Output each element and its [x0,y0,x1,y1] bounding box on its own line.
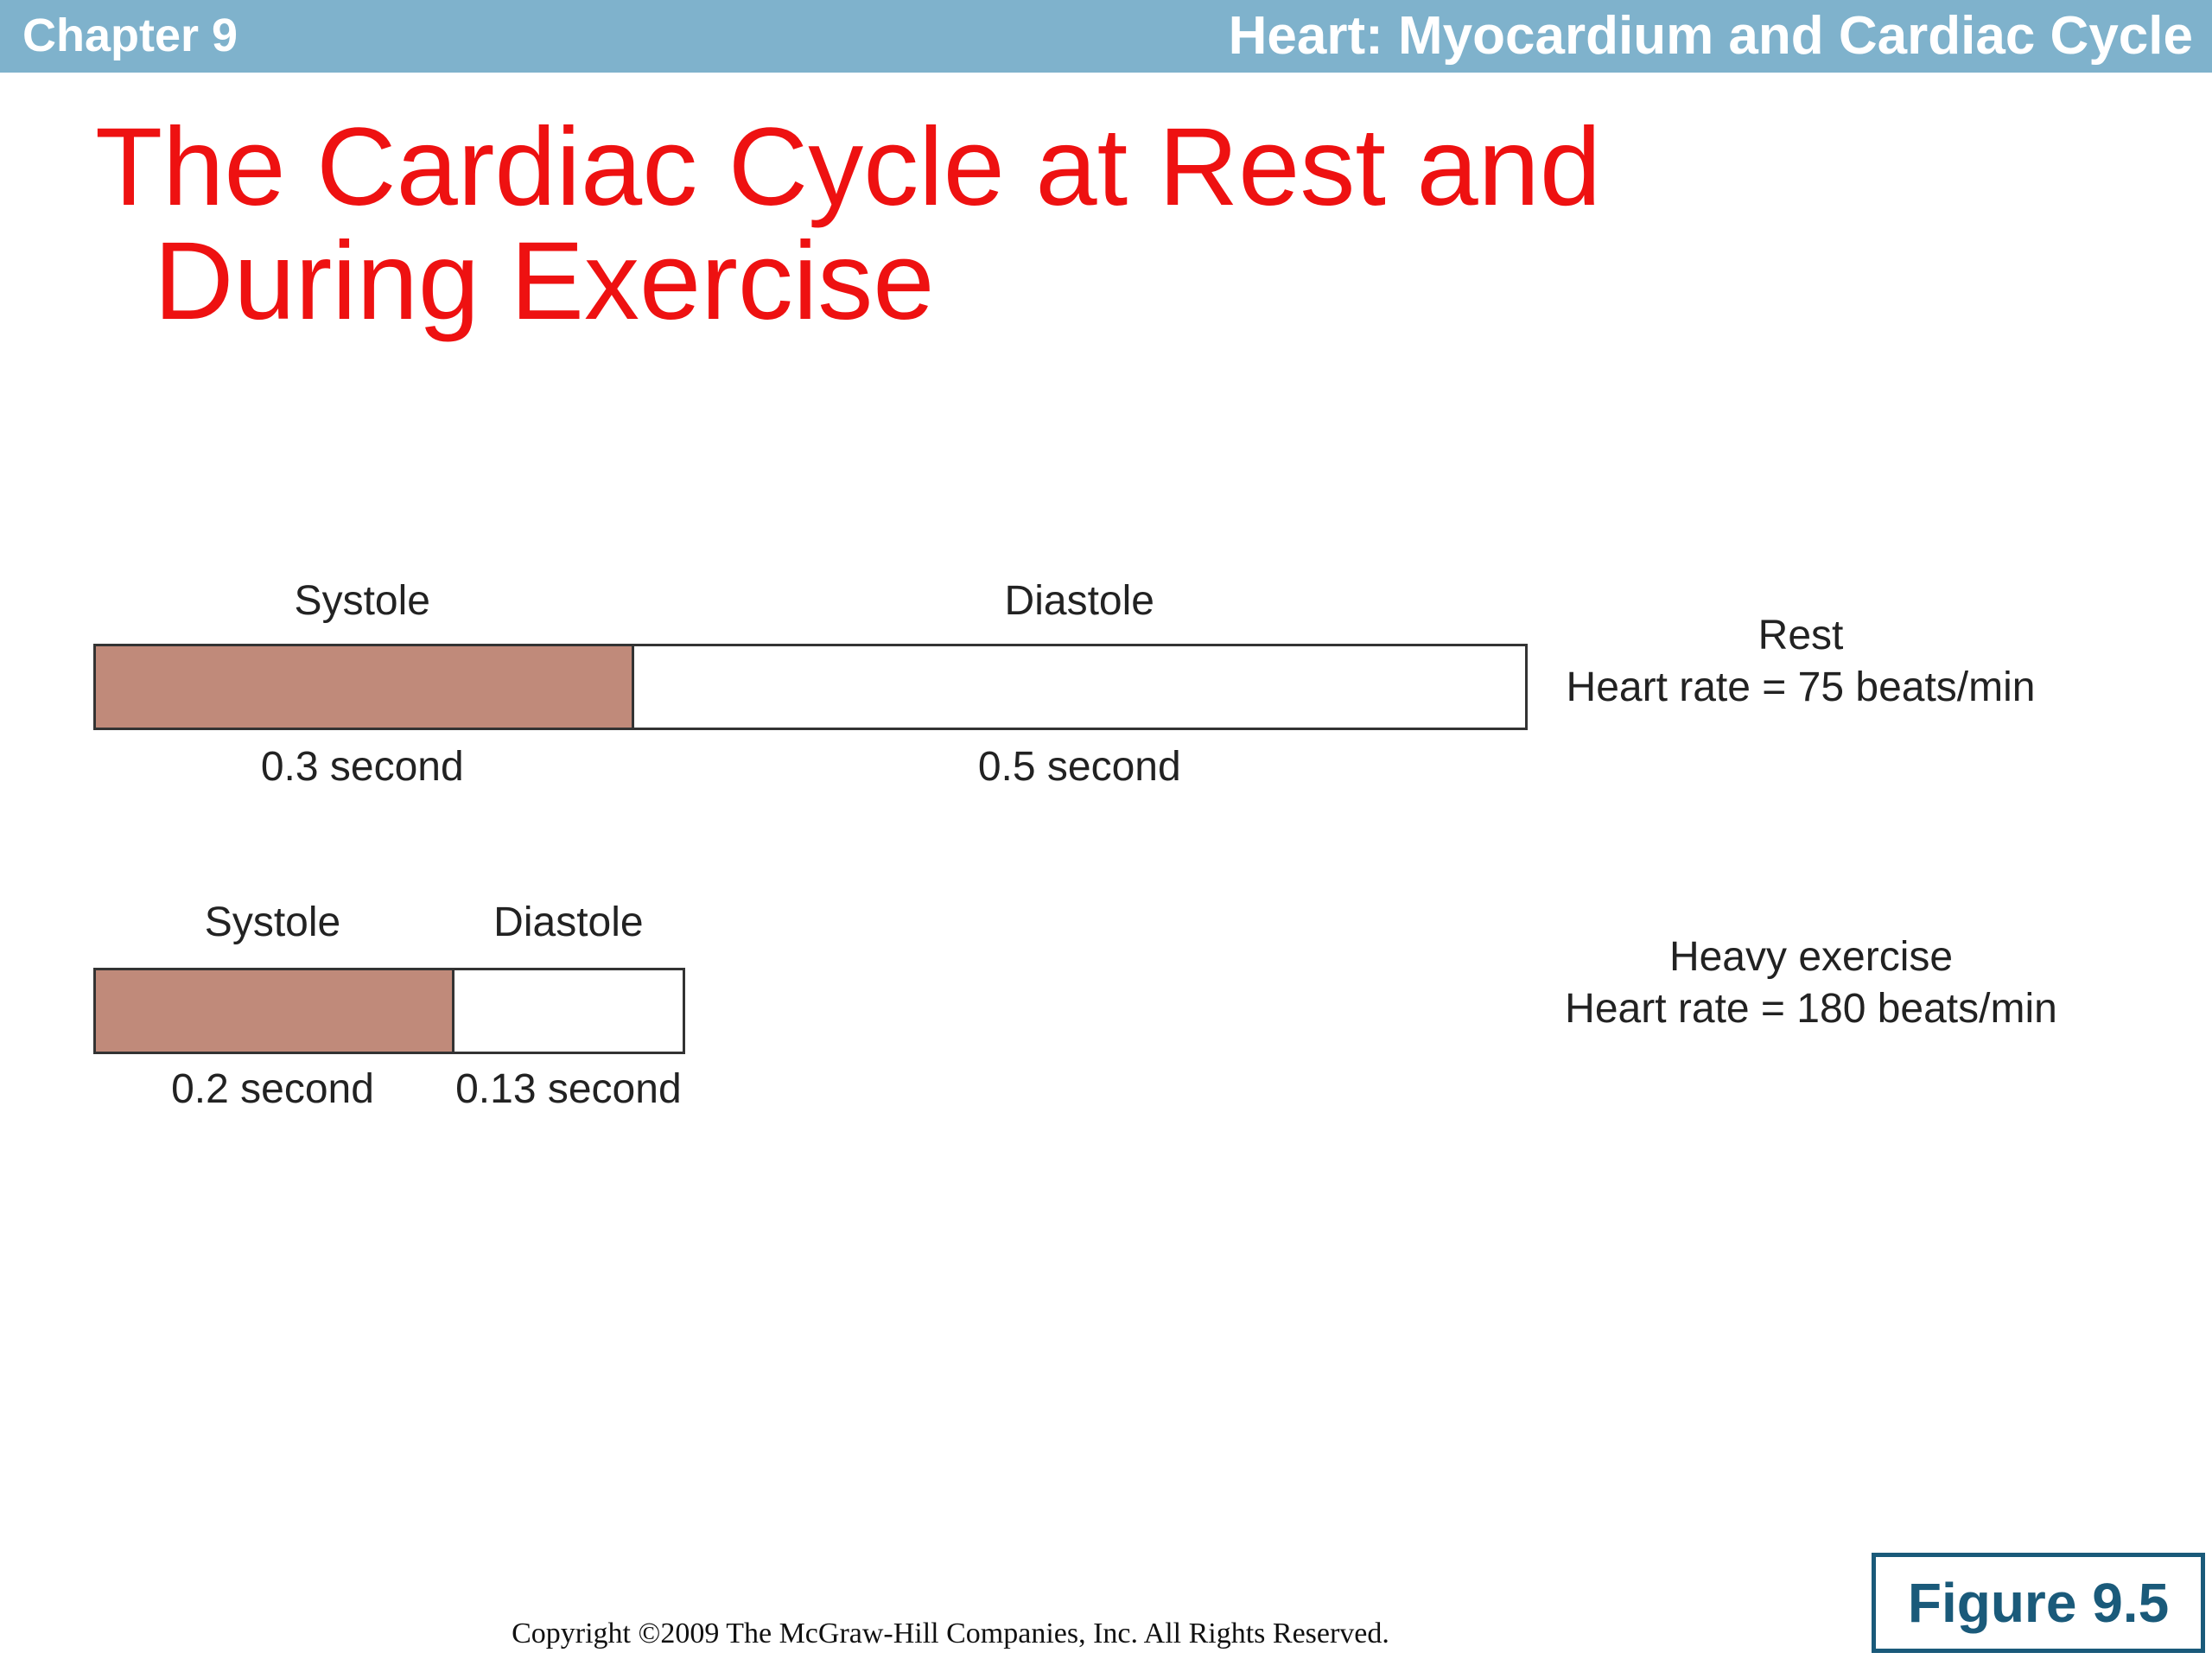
diastole-label: Diastole [1004,578,1154,624]
systole-segment [96,646,634,728]
slide-title: The Cardiac Cycle at Rest and During Exe… [95,111,1737,339]
diastole-duration: 0.13 second [455,1066,682,1112]
header-bar: Chapter 9 Heart: Myocardium and Cardiac … [0,0,2212,73]
diastole-label: Diastole [493,899,644,945]
figure-label: Figure 9.5 [1872,1553,2205,1653]
copyright-notice: Copyright ©2009 The McGraw-Hill Companie… [512,1618,1389,1649]
systole-segment [96,970,454,1052]
cycle-bar [93,968,685,1054]
systole-duration: 0.2 second [171,1066,374,1112]
slide-title-line1: The Cardiac Cycle at Rest and [95,105,1601,229]
systole-label: Systole [294,578,430,624]
condition-label: Heavy exercise Heart rate = 180 beats/mi… [1565,931,2057,1035]
condition-state: Heavy exercise [1669,934,1954,980]
diastole-duration: 0.5 second [977,744,1181,790]
heart-rate-text: Heart rate = 180 beats/min [1565,986,2057,1032]
chapter-label: Chapter 9 [22,10,238,61]
systole-label: Systole [204,899,341,945]
slide-title-line2: During Exercise [154,219,935,343]
header-title: Heart: Myocardium and Cardiac Cycle [1228,6,2193,66]
condition-label: Rest Heart rate = 75 beats/min [1567,610,2036,714]
cycle-bar [93,644,1528,730]
heart-rate-text: Heart rate = 75 beats/min [1566,664,2036,710]
condition-state: Rest [1758,613,1844,658]
systole-duration: 0.3 second [260,744,464,790]
